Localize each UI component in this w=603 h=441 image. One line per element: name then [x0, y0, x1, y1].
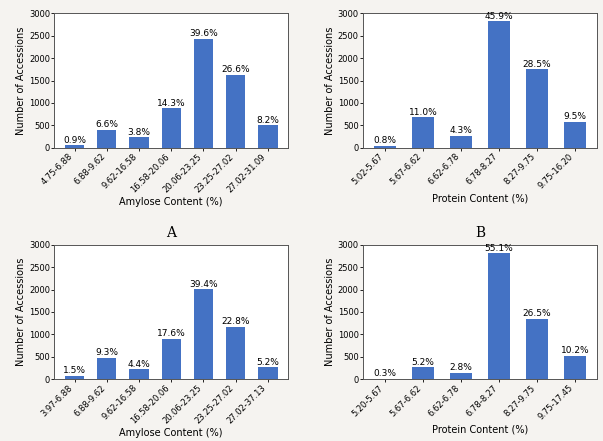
Bar — [130, 137, 149, 148]
Text: 55.1%: 55.1% — [485, 244, 513, 253]
X-axis label: Amylose Content (%): Amylose Content (%) — [119, 429, 223, 438]
Bar — [130, 369, 149, 379]
Bar — [526, 319, 548, 379]
Text: 9.5%: 9.5% — [563, 112, 587, 121]
Text: 17.6%: 17.6% — [157, 329, 186, 338]
Text: 1.5%: 1.5% — [63, 366, 86, 375]
Text: 4.4%: 4.4% — [128, 359, 150, 369]
Text: 10.2%: 10.2% — [561, 346, 589, 355]
Bar — [526, 69, 548, 148]
Y-axis label: Number of Accessions: Number of Accessions — [16, 26, 26, 135]
Bar — [226, 75, 245, 148]
Text: 5.2%: 5.2% — [412, 358, 435, 367]
Bar — [412, 117, 434, 148]
Text: 45.9%: 45.9% — [485, 11, 513, 21]
Bar — [450, 373, 472, 379]
Text: 22.8%: 22.8% — [221, 318, 250, 326]
Text: 11.0%: 11.0% — [409, 108, 437, 117]
Bar — [488, 21, 510, 148]
Bar — [412, 367, 434, 379]
Bar — [65, 376, 84, 379]
X-axis label: Protein Content (%): Protein Content (%) — [432, 425, 528, 434]
Text: 39.6%: 39.6% — [189, 29, 218, 38]
Bar — [374, 146, 396, 148]
Y-axis label: Number of Accessions: Number of Accessions — [325, 258, 335, 366]
Bar — [488, 254, 510, 379]
Text: A: A — [166, 226, 176, 240]
Y-axis label: Number of Accessions: Number of Accessions — [16, 258, 26, 366]
Text: 8.2%: 8.2% — [256, 116, 279, 124]
Text: 2.8%: 2.8% — [450, 363, 473, 372]
X-axis label: Amylose Content (%): Amylose Content (%) — [119, 197, 223, 207]
Text: 14.3%: 14.3% — [157, 99, 186, 108]
Text: 4.3%: 4.3% — [450, 126, 473, 135]
Y-axis label: Number of Accessions: Number of Accessions — [325, 26, 335, 135]
Text: 26.6%: 26.6% — [221, 65, 250, 74]
Bar — [97, 130, 116, 148]
Bar — [162, 108, 181, 148]
Bar — [450, 136, 472, 148]
Bar — [258, 125, 277, 148]
Text: 39.4%: 39.4% — [189, 280, 218, 288]
Bar — [374, 378, 396, 379]
Bar — [65, 146, 84, 148]
Bar — [194, 39, 213, 148]
Bar — [194, 289, 213, 379]
X-axis label: Protein Content (%): Protein Content (%) — [432, 193, 528, 203]
Bar — [564, 122, 586, 148]
Bar — [97, 358, 116, 379]
Text: 6.6%: 6.6% — [95, 120, 118, 129]
Bar — [258, 367, 277, 379]
Text: 3.8%: 3.8% — [127, 127, 151, 137]
Text: 26.5%: 26.5% — [523, 309, 551, 318]
Bar — [564, 356, 586, 379]
Text: 0.8%: 0.8% — [374, 136, 397, 145]
Text: 5.2%: 5.2% — [256, 358, 279, 367]
Text: 28.5%: 28.5% — [523, 60, 551, 69]
Bar — [162, 339, 181, 379]
Text: 0.3%: 0.3% — [374, 369, 397, 378]
Text: B: B — [475, 226, 485, 240]
Text: 9.3%: 9.3% — [95, 348, 118, 357]
Bar — [226, 327, 245, 379]
Text: 0.9%: 0.9% — [63, 136, 86, 145]
